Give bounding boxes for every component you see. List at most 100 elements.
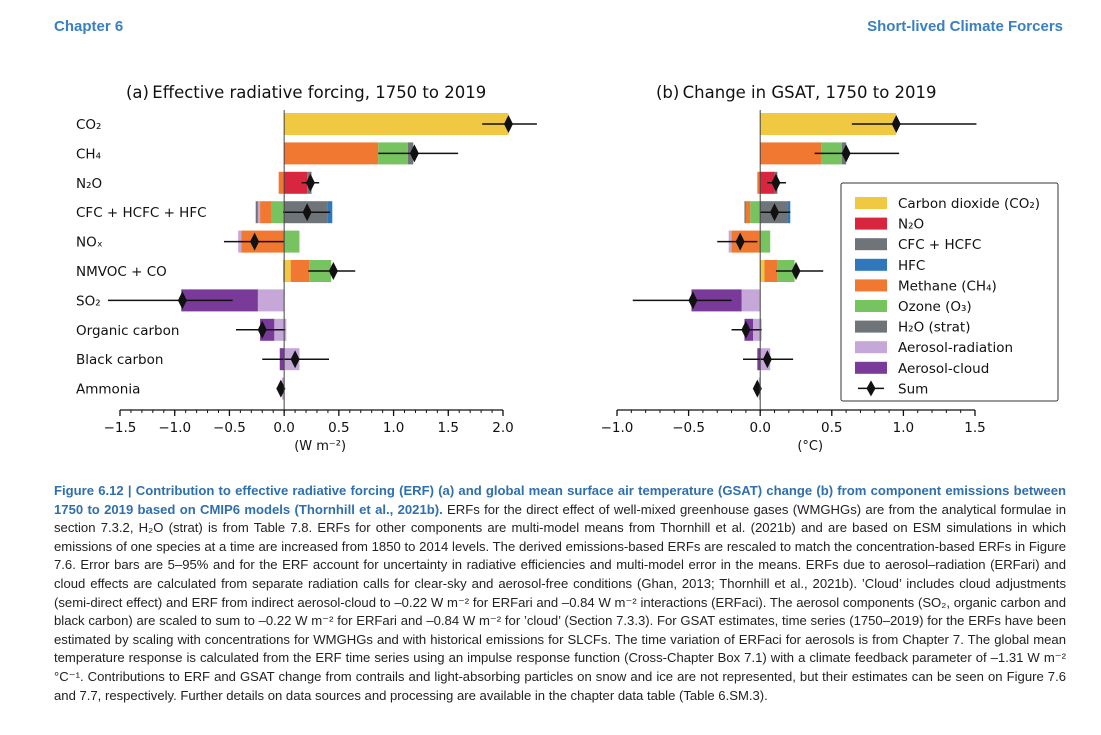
bar-segment-co2 bbox=[760, 260, 765, 282]
tick-label: 0.5 bbox=[821, 420, 842, 436]
tick-label: −1.0 bbox=[158, 420, 191, 436]
bar-segment-ch4 bbox=[284, 142, 379, 165]
legend-swatch-cfc bbox=[855, 238, 887, 251]
row-label: CH₄ bbox=[76, 146, 101, 162]
bar-segment-n2o bbox=[284, 171, 308, 194]
legend-label: Methane (CH₄) bbox=[898, 278, 997, 294]
bar-segment-aer_rad bbox=[283, 260, 285, 282]
sum-marker bbox=[841, 144, 851, 163]
figure-caption: Figure 6.12 | Contribution to effective … bbox=[54, 482, 1066, 705]
tick-label: −0.5 bbox=[672, 420, 705, 436]
row-label: N₂O bbox=[76, 176, 102, 192]
x-axis-label: (W m⁻²) bbox=[294, 439, 346, 454]
legend-label: Aerosol-cloud bbox=[898, 361, 989, 377]
bar-segment-ch4 bbox=[278, 171, 285, 194]
legend-label: H₂O (strat) bbox=[898, 320, 970, 336]
tick-label: 0.5 bbox=[328, 420, 349, 436]
sum-marker bbox=[891, 115, 901, 133]
sum-marker bbox=[791, 262, 801, 280]
sum-marker bbox=[257, 320, 267, 339]
legend-swatch-n2o bbox=[855, 217, 887, 230]
section-header: Short-lived Climate Forcers bbox=[867, 18, 1063, 35]
bar-segment-ch4 bbox=[260, 201, 272, 224]
legend-label: Sum bbox=[898, 381, 928, 397]
tick-label: −0.5 bbox=[213, 420, 246, 436]
bar-segment-aer_rad bbox=[741, 289, 761, 312]
bar-segment-co2 bbox=[760, 113, 897, 135]
row-label: Organic carbon bbox=[76, 323, 179, 339]
bar-segment-h2o bbox=[255, 201, 258, 224]
sum-marker bbox=[250, 232, 260, 251]
sum-marker bbox=[752, 379, 762, 398]
bar-segment-ch4 bbox=[745, 201, 751, 224]
row-label: NMVOC + CO bbox=[76, 264, 167, 280]
tick-label: 2.0 bbox=[492, 420, 513, 436]
tick-label: 0.0 bbox=[273, 420, 294, 436]
caption-body: ERFs for the direct effect of well-mixed… bbox=[54, 501, 1067, 703]
panel-a: (a) Effective radiative forcing, 1750 to… bbox=[76, 83, 537, 454]
row-label: Ammonia bbox=[76, 382, 140, 398]
tick-label: 1.0 bbox=[893, 420, 914, 436]
panel-title: (b) Change in GSAT, 1750 to 2019 bbox=[656, 83, 937, 102]
legend-swatch-ch4 bbox=[855, 279, 887, 292]
row-label: Black carbon bbox=[76, 352, 163, 368]
sum-marker bbox=[290, 350, 300, 369]
tick-label: 1.5 bbox=[964, 420, 985, 436]
x-axis-label: (°C) bbox=[797, 439, 823, 454]
bar-segment-h2o bbox=[744, 201, 746, 224]
sum-marker bbox=[688, 291, 698, 310]
sum-marker bbox=[305, 173, 315, 192]
legend-swatch-h2o bbox=[855, 320, 887, 333]
row-label: CFC + HCFC + HFC bbox=[76, 205, 207, 221]
bar-segment-ch4 bbox=[757, 171, 761, 194]
legend-swatch-o3 bbox=[855, 300, 887, 312]
bar-segment-aer_rad bbox=[257, 289, 285, 312]
legend-label: Aerosol-radiation bbox=[898, 340, 1013, 356]
legend-label: CFC + HCFC bbox=[898, 237, 981, 253]
legend-label: Carbon dioxide (CO₂) bbox=[898, 196, 1040, 212]
legend-label: N₂O bbox=[898, 217, 924, 233]
sum-marker bbox=[770, 203, 780, 222]
legend-swatch-sum bbox=[866, 380, 876, 397]
legend-swatch-aer_rad bbox=[855, 341, 887, 354]
bar-segment-o3 bbox=[271, 201, 285, 224]
row-label: SO₂ bbox=[76, 293, 101, 309]
legend-swatch-co2 bbox=[855, 197, 887, 209]
sum-marker bbox=[771, 173, 781, 192]
sum-marker bbox=[762, 350, 772, 369]
legend-label: HFC bbox=[898, 258, 925, 274]
sum-marker bbox=[741, 320, 751, 339]
bar-segment-co2 bbox=[284, 113, 509, 135]
sum-marker bbox=[302, 203, 312, 222]
row-label: CO₂ bbox=[76, 117, 101, 133]
row-label: NOₓ bbox=[76, 235, 103, 251]
bar-segment-ch4 bbox=[764, 260, 778, 282]
bar-segment-co2 bbox=[284, 260, 291, 282]
legend-box bbox=[840, 182, 1059, 402]
sum-marker bbox=[503, 115, 513, 133]
caption-title: Figure 6.12 | Contribution to effective … bbox=[54, 483, 1066, 517]
panel-title: (a) Effective radiative forcing, 1750 to… bbox=[126, 83, 486, 102]
sum-marker bbox=[177, 291, 187, 310]
figure-chart: (a) Effective radiative forcing, 1750 to… bbox=[76, 83, 1059, 454]
sum-marker bbox=[409, 144, 419, 163]
tick-label: 0.0 bbox=[749, 420, 770, 436]
bar-segment-o3 bbox=[760, 230, 771, 253]
legend-swatch-aer_cloud bbox=[855, 361, 887, 374]
tick-label: 1.5 bbox=[438, 420, 459, 436]
sum-marker bbox=[276, 379, 286, 398]
tick-label: −1.5 bbox=[104, 420, 137, 436]
bar-segment-aer_rad bbox=[257, 201, 261, 224]
sum-marker bbox=[328, 262, 338, 280]
panel-b: (b) Change in GSAT, 1750 to 2019 −1.0 −0.5… bbox=[601, 83, 986, 454]
bar-segment-o3 bbox=[750, 201, 761, 224]
chapter-header: Chapter 6 bbox=[54, 18, 124, 35]
bar-segment-ch4 bbox=[760, 142, 822, 165]
legend: Carbon dioxide (CO₂) N₂O CFC + HCFC HFC Meth… bbox=[840, 182, 1059, 402]
legend-label: Ozone (O₃) bbox=[898, 299, 972, 315]
tick-label: 1.0 bbox=[383, 420, 404, 436]
bar-segment-ch4 bbox=[290, 260, 310, 282]
legend-swatch-hfc bbox=[855, 258, 887, 271]
bar-segment-o3 bbox=[284, 230, 300, 253]
sum-marker bbox=[735, 232, 745, 251]
